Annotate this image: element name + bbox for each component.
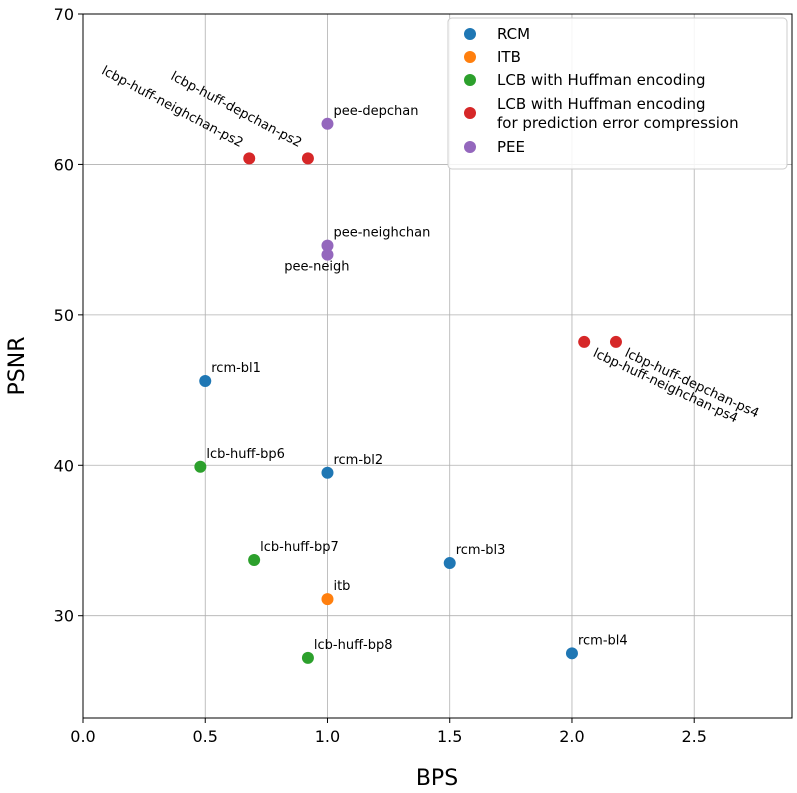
data-point-pee-neighchan	[321, 239, 334, 252]
legend-box	[447, 17, 788, 170]
x-tick-label: 0.0	[70, 727, 95, 746]
legend-marker	[464, 107, 476, 119]
data-point-itb	[321, 593, 334, 606]
point-label: lcb-huff-bp6	[206, 447, 285, 462]
legend-item: RCM	[464, 25, 530, 43]
ticks: 0.0 0.5 1.0 1.5 2.0 2.5 30 40 50 60 70	[54, 5, 707, 746]
legend-marker	[464, 28, 476, 40]
x-tick-label: 1.5	[437, 727, 462, 746]
legend-label: RCM	[497, 25, 530, 43]
data-point-lcb-huff-bp8	[301, 651, 314, 664]
y-tick-label: 30	[54, 607, 74, 626]
y-tick-label: 40	[54, 456, 74, 475]
x-axis-label: BPS	[416, 766, 458, 791]
point-label: rcm-bl3	[456, 543, 506, 558]
data-point-rcm-bl4	[565, 647, 578, 660]
y-tick-label: 50	[54, 306, 74, 325]
legend-item: ITB	[464, 48, 521, 66]
data-point-lcbp-huff-neighchan-ps2	[243, 152, 256, 165]
point-label: lcbp-huff-neighchan-ps4	[590, 346, 740, 426]
data-point-lcb-huff-bp7	[248, 554, 261, 567]
legend-label: LCB with Huffman encoding	[497, 71, 706, 89]
legend-label: PEE	[497, 138, 525, 156]
x-tick-label: 2.5	[681, 727, 706, 746]
data-point-pee-depchan	[321, 117, 334, 130]
y-tick-label: 70	[54, 5, 74, 24]
data-point-lcbp-huff-depchan-ps2	[301, 152, 314, 165]
x-tick-label: 2.0	[559, 727, 584, 746]
x-tick-label: 0.5	[193, 727, 218, 746]
point-label: pee-neighchan	[333, 226, 430, 241]
legend-item: PEE	[464, 138, 525, 156]
legend-label: LCB with Huffman encoding	[497, 95, 706, 113]
y-tick-label: 60	[54, 155, 74, 174]
data-point-lcb-huff-bp6	[194, 460, 207, 473]
legend-label: for prediction error compression	[497, 114, 739, 132]
data-point-rcm-bl3	[443, 557, 456, 570]
point-label: pee-depchan	[333, 104, 418, 119]
y-axis-label: PSNR	[5, 337, 30, 396]
point-label: rcm-bl1	[211, 361, 261, 376]
data-point-lcbp-huff-neighchan-ps4	[578, 335, 591, 348]
data-point-pee-neigh	[321, 248, 334, 261]
plot-frame	[82, 13, 793, 719]
point-label: rcm-bl2	[333, 453, 383, 468]
legend-label: ITB	[497, 48, 521, 66]
point-label: pee-neigh	[284, 260, 349, 275]
data-point-rcm-bl1	[199, 375, 212, 388]
point-label: lcb-huff-bp8	[314, 638, 393, 653]
data-point-rcm-bl2	[321, 466, 334, 479]
legend-marker	[464, 74, 476, 86]
point-label: rcm-bl4	[578, 633, 628, 648]
data-point-lcbp-huff-depchan-ps4	[609, 335, 622, 348]
legend-marker	[464, 51, 476, 63]
point-label: lcb-huff-bp7	[260, 540, 339, 555]
x-tick-label: 1.0	[315, 727, 340, 746]
legend-marker	[464, 141, 476, 153]
legend-item: LCB with Huffman encoding	[464, 71, 706, 89]
point-label: itb	[333, 579, 350, 594]
